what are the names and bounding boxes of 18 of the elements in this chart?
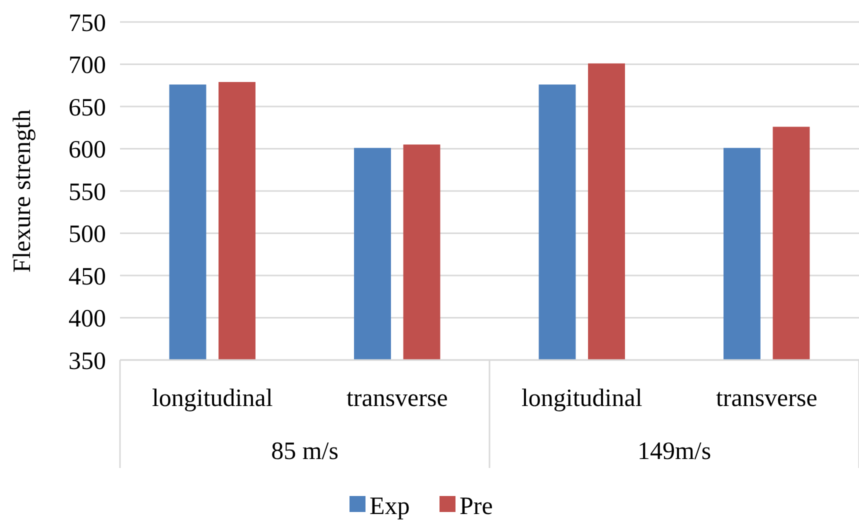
x-tick-label: transverse	[346, 384, 448, 412]
text: 85 m/s	[271, 438, 338, 465]
text: 149m/s	[637, 438, 712, 465]
y-tick-label: 500	[68, 221, 106, 248]
y-axis-title: Flexure strength	[9, 108, 36, 273]
y-tick-label: 550	[68, 178, 106, 206]
legend-label: Exp	[370, 492, 410, 520]
y-tick-label: 350	[68, 348, 106, 375]
x-tick-label: longitudinal	[152, 384, 273, 412]
x-tick-label: longitudinal	[521, 384, 642, 412]
y-tick-label: 400	[68, 306, 106, 332]
y-tick-label: 700	[68, 52, 106, 79]
y-tick-label: 750	[68, 10, 106, 37]
legend-label: Pre	[460, 492, 493, 520]
y-tick-label: 600	[68, 136, 106, 164]
y-tick-label: 650	[68, 94, 106, 122]
x-tick-label: transverse	[716, 384, 818, 412]
y-tick-label: 450	[68, 263, 106, 290]
